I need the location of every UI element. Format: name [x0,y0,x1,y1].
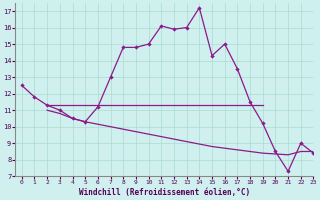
X-axis label: Windchill (Refroidissement éolien,°C): Windchill (Refroidissement éolien,°C) [79,188,250,197]
